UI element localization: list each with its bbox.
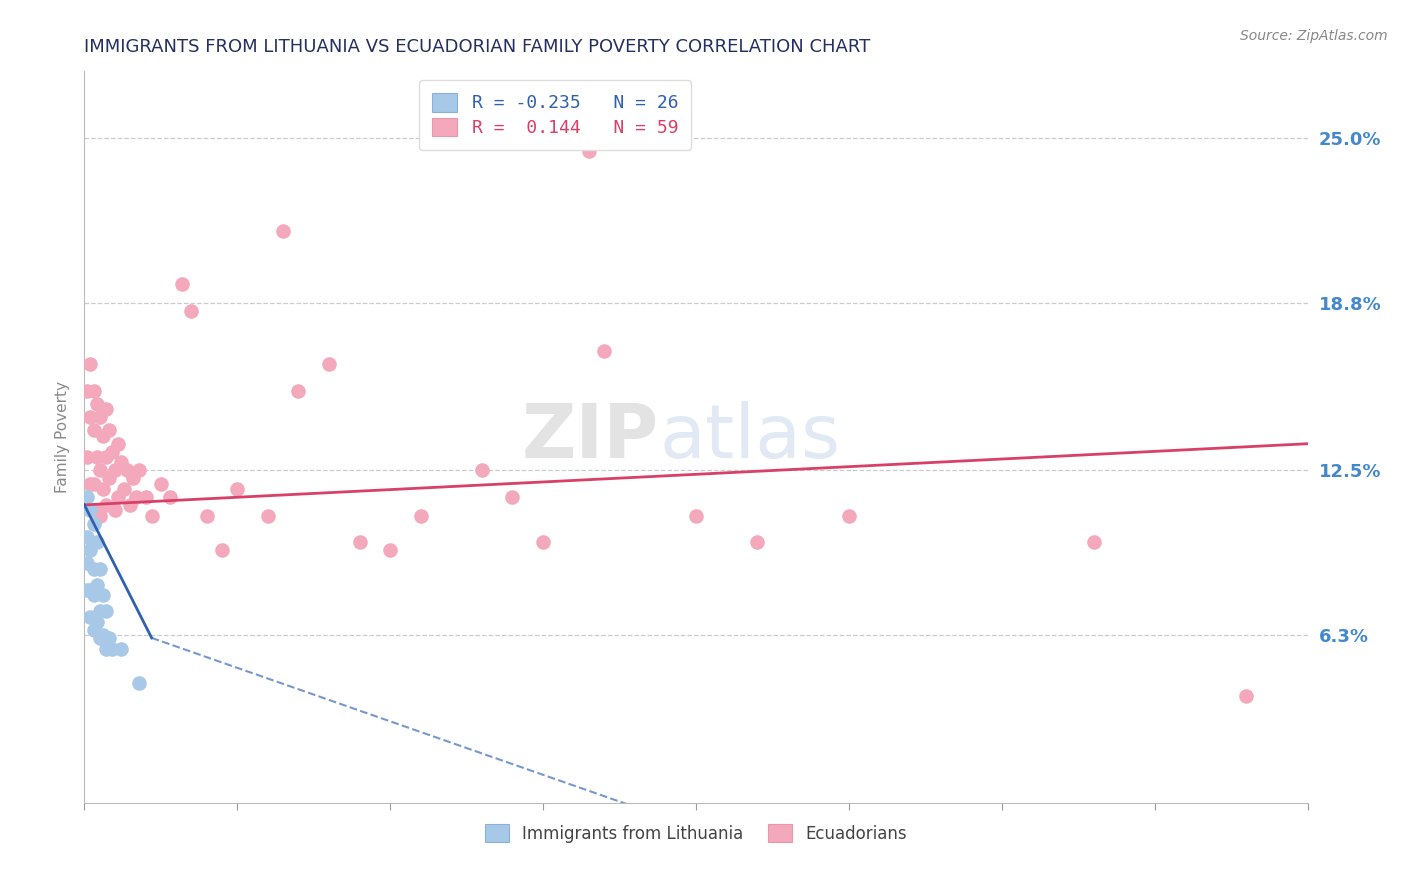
Point (86, 503, 108, 517)
Point (115, 463, 138, 477)
Point (104, 503, 127, 517)
Point (180, 303, 202, 318)
Point (94, 498, 117, 512)
Point (91, 628, 114, 642)
Point (91, 429, 114, 443)
Point (172, 277, 194, 292)
Point (101, 641, 124, 656)
Point (135, 490, 157, 504)
Point (110, 455, 132, 469)
Point (79, 410, 101, 425)
Point (83, 424, 105, 438)
Point (89, 508, 111, 523)
Point (83, 384, 105, 398)
Point (107, 436, 129, 450)
Point (104, 463, 127, 477)
Y-axis label: Family Poverty: Family Poverty (55, 381, 70, 493)
Point (83, 588, 105, 602)
Point (86, 535, 108, 549)
Point (471, 463, 494, 477)
Point (76, 450, 98, 464)
Point (257, 508, 280, 523)
Point (79, 609, 101, 624)
Point (79, 357, 101, 371)
Point (128, 676, 150, 690)
Text: atlas: atlas (659, 401, 841, 474)
Point (409, 508, 432, 523)
Point (112, 482, 135, 496)
Point (91, 588, 114, 602)
Point (76, 530, 98, 544)
Point (271, 224, 294, 238)
Point (83, 476, 105, 491)
Point (76, 384, 98, 398)
Point (79, 543, 101, 558)
Text: Source: ZipAtlas.com: Source: ZipAtlas.com (1240, 29, 1388, 43)
Point (380, 543, 402, 558)
Legend: Immigrants from Lithuania, Ecuadorians: Immigrants from Lithuania, Ecuadorians (478, 818, 914, 849)
Point (1236, 690, 1258, 704)
Point (97, 424, 120, 438)
Point (79, 476, 101, 491)
Point (531, 535, 554, 549)
Point (94, 604, 117, 618)
Point (128, 463, 150, 477)
Point (125, 490, 148, 504)
Point (97, 631, 120, 645)
Point (502, 490, 524, 504)
Point (86, 615, 108, 629)
Point (349, 535, 371, 549)
Point (79, 582, 101, 597)
Point (94, 450, 117, 464)
Point (89, 463, 111, 477)
Point (110, 641, 132, 656)
Point (141, 508, 163, 523)
Text: IMMIGRANTS FROM LITHUANIA VS ECUADORIAN FAMILY POVERTY CORRELATION CHART: IMMIGRANTS FROM LITHUANIA VS ECUADORIAN … (84, 38, 870, 56)
Point (226, 482, 249, 496)
Point (211, 543, 233, 558)
Point (101, 444, 124, 458)
Point (94, 641, 117, 656)
Point (122, 471, 145, 485)
Point (838, 508, 860, 523)
Point (89, 631, 111, 645)
Point (195, 508, 218, 523)
Point (685, 508, 707, 523)
Point (83, 623, 105, 637)
Point (318, 357, 340, 371)
Point (120, 498, 142, 512)
Point (83, 516, 105, 531)
Point (91, 482, 114, 496)
Point (79, 503, 101, 517)
Text: ZIP: ZIP (522, 401, 659, 474)
Point (747, 535, 769, 549)
Point (86, 450, 108, 464)
Point (97, 471, 120, 485)
Point (86, 577, 108, 591)
Point (159, 490, 181, 504)
Point (89, 562, 111, 576)
Point (89, 410, 111, 425)
Point (593, 343, 616, 358)
Point (89, 604, 111, 618)
Point (94, 402, 117, 417)
Point (76, 557, 98, 571)
Point (76, 490, 98, 504)
Point (149, 476, 172, 491)
Point (287, 384, 309, 398)
Point (107, 490, 129, 504)
Point (86, 397, 108, 411)
Point (578, 144, 600, 158)
Point (76, 582, 98, 597)
Point (83, 562, 105, 576)
Point (1083, 535, 1105, 549)
